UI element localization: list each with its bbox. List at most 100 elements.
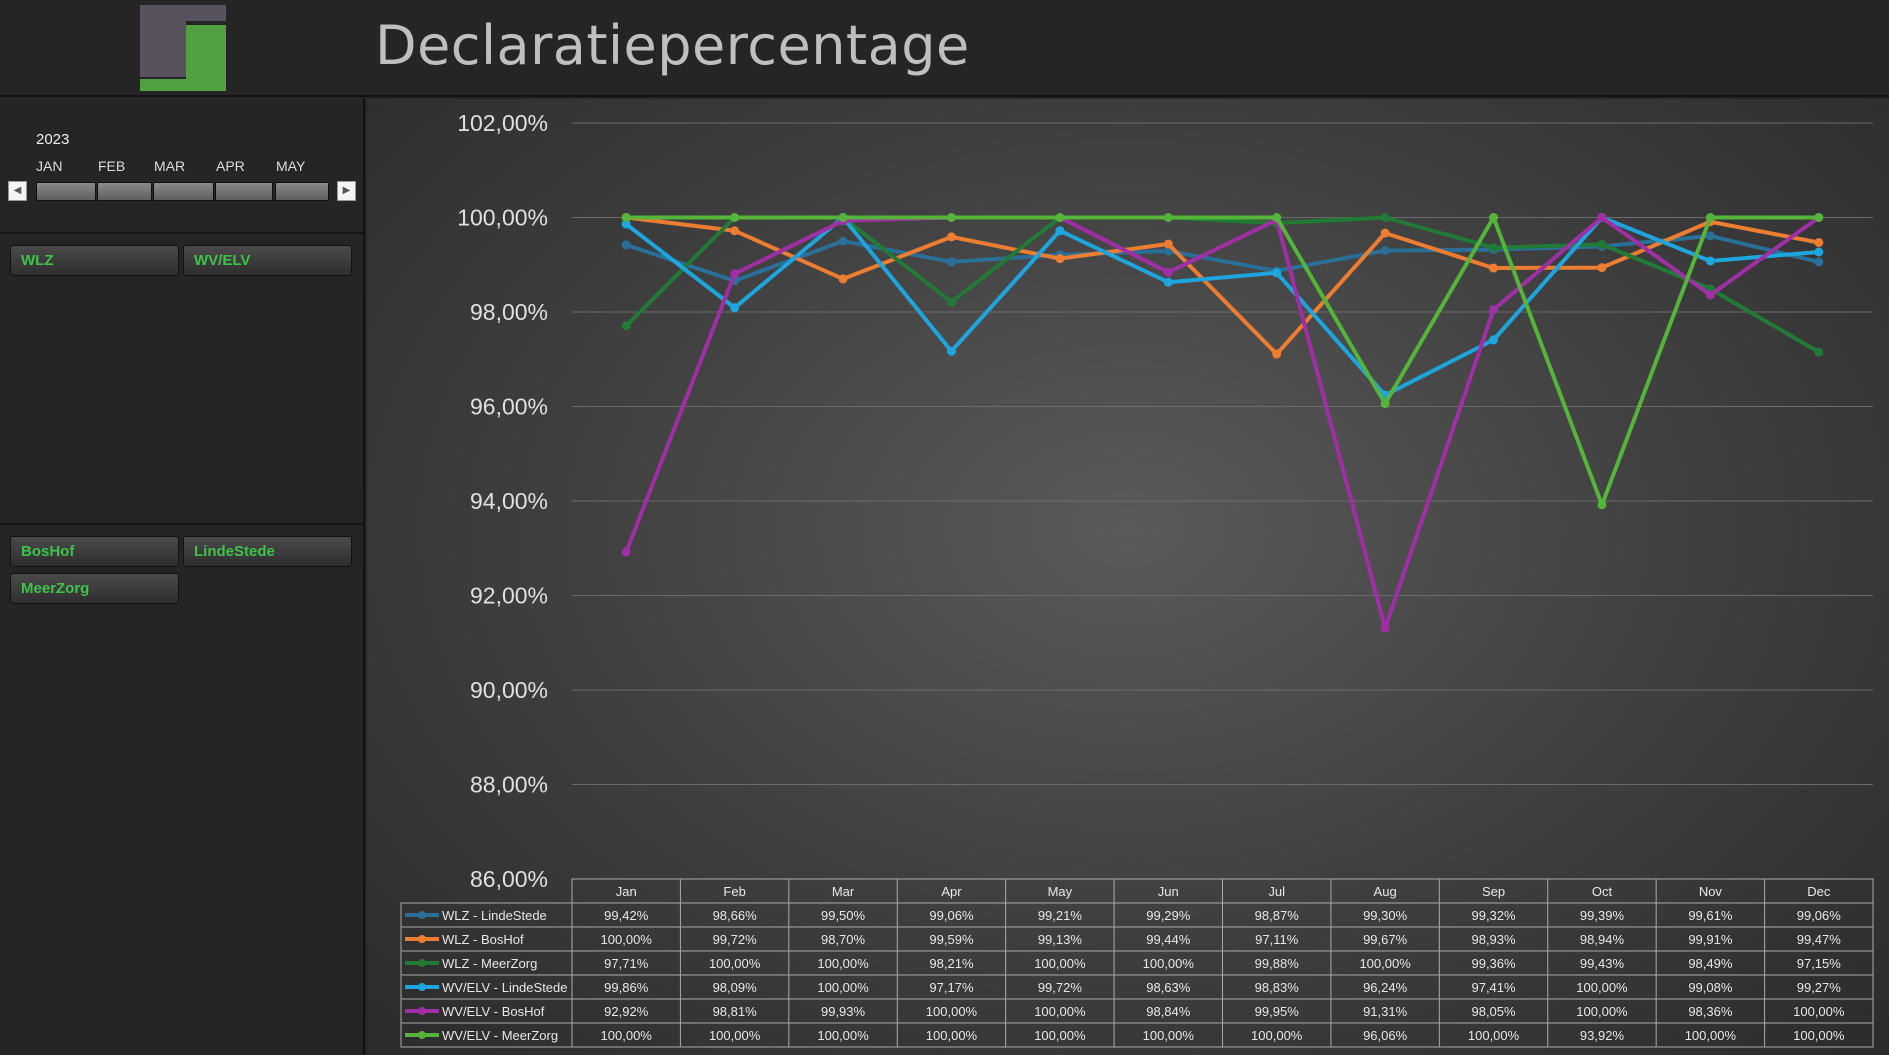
y-tick-label: 100,00% (457, 205, 548, 231)
y-tick-label: 98,00% (470, 299, 548, 325)
legend-label: WLZ - MeerZorg (442, 956, 537, 971)
slicer-item-wlz[interactable]: WLZ (10, 245, 179, 276)
table-cell: 100,00% (1685, 1028, 1737, 1043)
series-line (624, 215, 1820, 631)
timeline-month-feb[interactable] (97, 182, 152, 201)
table-cell: 98,84% (1146, 1004, 1191, 1019)
timeline-year: 2023 (36, 131, 70, 148)
header: Declaratiepercentage (0, 0, 1889, 97)
x-tick-label: May (1048, 884, 1073, 899)
data-point (1272, 213, 1282, 222)
data-point (946, 232, 956, 242)
data-point (1489, 243, 1499, 253)
timeline-month-label: APR (216, 158, 245, 174)
legend-label: WV/ELV - BosHof (442, 1004, 545, 1019)
y-tick-label: 90,00% (470, 677, 548, 703)
table-cell: 98,93% (1471, 932, 1516, 947)
table-cell: 99,27% (1797, 980, 1842, 995)
table-cell: 100,00% (1359, 956, 1411, 971)
table-cell: 98,36% (1688, 1004, 1733, 1019)
data-point (1163, 239, 1173, 249)
table-cell: 100,00% (1468, 1028, 1520, 1043)
data-point (838, 236, 848, 246)
timeline-month-label: JAN (36, 158, 63, 174)
x-tick-label: Jul (1268, 884, 1285, 899)
table-cell: 99,72% (713, 932, 758, 947)
data-point (1814, 238, 1824, 248)
series-line (624, 215, 1819, 398)
table-cell: 99,36% (1471, 956, 1516, 971)
data-point (1380, 623, 1390, 633)
table-cell: 99,50% (821, 908, 866, 923)
x-tick-label: Feb (723, 884, 745, 899)
table-cell: 97,15% (1797, 956, 1842, 971)
table-cell: 99,08% (1688, 980, 1733, 995)
table-cell: 100,00% (926, 1028, 978, 1043)
table-cell: 99,43% (1580, 956, 1625, 971)
timeline-month-may[interactable] (275, 182, 329, 201)
slicer-item-meerzorg[interactable]: MeerZorg (10, 573, 179, 604)
y-tick-label: 88,00% (470, 772, 548, 798)
data-point (1163, 277, 1173, 287)
table-cell: 97,17% (929, 980, 974, 995)
data-point (730, 269, 740, 279)
table-cell: 100,00% (1034, 1028, 1086, 1043)
legend-marker-icon (418, 983, 426, 991)
data-point (1489, 213, 1499, 222)
legend-marker-icon (418, 1007, 426, 1015)
x-tick-label: Sep (1482, 884, 1505, 899)
table-cell: 91,31% (1363, 1004, 1408, 1019)
data-point (730, 303, 740, 313)
data-point (1597, 239, 1607, 249)
table-cell: 96,24% (1363, 980, 1408, 995)
timeline-month-jan[interactable] (36, 182, 96, 201)
data-point (1489, 263, 1499, 273)
table-cell: 100,00% (1034, 1004, 1086, 1019)
chart-svg: 86,00% 88,00% 90,00% 92,00% 94,00% 96,00% 98,0… (400, 110, 1874, 1048)
x-tick-label: Apr (941, 884, 962, 899)
caret-left-icon[interactable]: ◀ (8, 181, 27, 201)
data-point (1380, 228, 1390, 238)
table-cell: 99,21% (1038, 908, 1083, 923)
table-cell: 99,13% (1038, 932, 1083, 947)
legend-marker-icon (418, 959, 426, 967)
data-point (1055, 226, 1065, 236)
table-cell: 98,21% (929, 956, 974, 971)
slicer-item-wv-elv[interactable]: WV/ELV (183, 245, 352, 276)
table-cell: 99,29% (1146, 908, 1191, 923)
data-point (1705, 213, 1715, 222)
timeline-month-apr[interactable] (215, 182, 273, 201)
data-point (1055, 213, 1065, 222)
table-cell: 98,05% (1471, 1004, 1516, 1019)
data-point (1814, 257, 1824, 267)
slicer-item-boshof[interactable]: BosHof (10, 536, 179, 567)
table-cell: 100,00% (709, 1028, 761, 1043)
data-point (1380, 399, 1390, 409)
slicer-item-lindestede[interactable]: LindeStede (183, 536, 352, 567)
table-cell: 100,00% (1143, 1028, 1195, 1043)
x-tick-label: Aug (1374, 884, 1397, 899)
data-point (1597, 500, 1607, 510)
table-cell: 97,41% (1471, 980, 1516, 995)
data-point (1814, 213, 1824, 222)
legend-label: WLZ - BosHof (442, 932, 524, 947)
y-tick-label: 92,00% (470, 583, 548, 609)
table-cell: 100,00% (1576, 980, 1628, 995)
table-cell: 92,92% (604, 1004, 649, 1019)
divider (0, 232, 363, 234)
table-cell: 99,06% (1797, 908, 1842, 923)
company-logo (140, 5, 226, 91)
data-point (1597, 213, 1607, 222)
data-point (838, 213, 848, 222)
data-point (946, 257, 956, 267)
legend-label: WLZ - LindeStede (442, 908, 547, 923)
caret-right-icon[interactable]: ▶ (337, 181, 356, 201)
data-point (1705, 290, 1715, 300)
table-cell: 98,83% (1255, 980, 1300, 995)
table-cell: 98,94% (1580, 932, 1625, 947)
data-point (1272, 268, 1282, 278)
timeline-month-mar[interactable] (153, 182, 214, 201)
data-point (1705, 256, 1715, 266)
data-point (1380, 246, 1390, 256)
timeline-month-label: MAY (276, 158, 306, 174)
